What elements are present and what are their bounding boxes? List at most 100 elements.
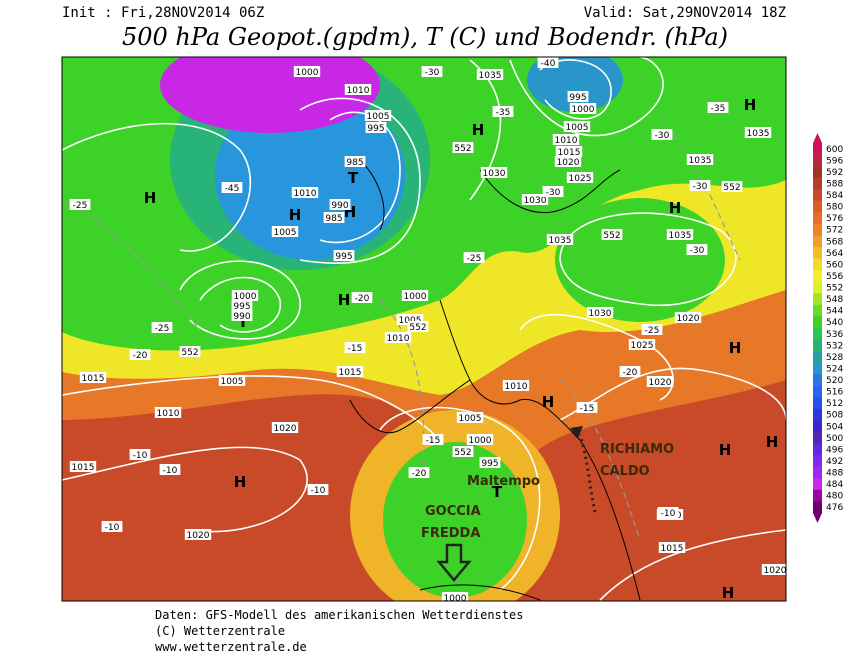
contour-label: -10 xyxy=(133,451,148,461)
contour-label: 1020 xyxy=(649,378,672,388)
colorbar-cell xyxy=(813,166,822,178)
label-box xyxy=(271,226,299,237)
label-box xyxy=(689,180,711,191)
label-box xyxy=(129,449,151,460)
contour-label: -15 xyxy=(426,436,441,446)
label-box xyxy=(79,372,107,383)
contour-label: 1020 xyxy=(274,424,297,434)
colorbar-label: 588 xyxy=(826,179,843,189)
colorbar-cell xyxy=(813,212,822,225)
colorbar-label: 484 xyxy=(826,480,843,490)
colorbar-label: 504 xyxy=(826,422,843,432)
colorbar-cell xyxy=(813,223,822,236)
colorbar-cell xyxy=(813,143,822,155)
colorbar-label: 600 xyxy=(826,145,843,155)
label-box xyxy=(69,461,97,472)
contour-label: -35 xyxy=(711,104,726,114)
colorbar-label: 584 xyxy=(826,191,843,201)
label-box xyxy=(546,234,574,245)
pressure-center: H xyxy=(766,433,779,451)
label-box xyxy=(456,412,484,423)
label-box xyxy=(674,312,702,323)
contour-label: 552 xyxy=(723,183,740,193)
label-box xyxy=(154,407,182,418)
colorbar-cell xyxy=(813,258,822,271)
contour-label: 1010 xyxy=(555,136,578,146)
contour-label: 1005 xyxy=(459,414,482,424)
contour-label: -45 xyxy=(225,184,240,194)
contour-label: 552 xyxy=(409,323,426,333)
contour-label: 1020 xyxy=(557,158,580,168)
contour-label: -30 xyxy=(693,182,708,192)
colorbar-cell xyxy=(813,408,822,421)
label-box xyxy=(179,346,201,357)
pressure-center: H xyxy=(722,584,735,602)
colorbar-label: 548 xyxy=(826,295,843,305)
label-box xyxy=(646,376,674,387)
colorbar-label: 480 xyxy=(826,492,843,502)
contour-label: 1000 xyxy=(234,292,257,302)
label-box xyxy=(407,321,429,332)
colorbar-label: 508 xyxy=(826,411,843,421)
contour-label: 552 xyxy=(454,448,471,458)
contour-label: -25 xyxy=(73,201,88,211)
label-box xyxy=(686,154,714,165)
pressure-center: T xyxy=(492,483,503,501)
contour-label: 995 xyxy=(233,302,250,312)
label-box xyxy=(744,127,772,138)
label-box xyxy=(476,69,504,80)
contour-label: 1015 xyxy=(339,368,362,378)
colorbar-cell xyxy=(813,177,822,190)
contour-label: 1000 xyxy=(469,436,492,446)
label-box xyxy=(422,434,444,445)
field-blue-north xyxy=(527,57,623,112)
label-box xyxy=(658,542,686,553)
label-box xyxy=(293,66,321,77)
pressure-center: T xyxy=(348,169,359,187)
contour-label: -15 xyxy=(348,344,363,354)
label-box xyxy=(344,84,372,95)
colorbar-label: 528 xyxy=(826,353,843,363)
colorbar-cell xyxy=(813,432,822,444)
footer-line: Daten: GFS-Modell des amerikanischen Wet… xyxy=(155,608,523,622)
contour-label: 995 xyxy=(335,252,352,262)
colorbar-cell xyxy=(813,281,822,294)
contour-label: -10 xyxy=(105,523,120,533)
colorbar-label: 488 xyxy=(826,469,843,479)
colorbar-label: 552 xyxy=(826,284,843,294)
contour-label: 1010 xyxy=(505,382,528,392)
label-box xyxy=(129,349,151,360)
label-box xyxy=(101,521,123,532)
label-box xyxy=(466,434,494,445)
contour-label: 995 xyxy=(367,124,384,134)
label-box xyxy=(566,172,594,183)
label-box xyxy=(351,292,373,303)
contour-label: 1020 xyxy=(764,566,787,576)
colorbar-cell xyxy=(813,466,822,479)
colorbar-label: 564 xyxy=(826,249,843,259)
colorbar-label: 572 xyxy=(826,226,843,236)
colorbar-label: 476 xyxy=(826,503,843,513)
colorbar-label: 580 xyxy=(826,203,843,213)
pressure-center: H xyxy=(338,291,351,309)
contour-label: 1000 xyxy=(444,594,467,604)
label-box xyxy=(492,106,514,117)
contour-label: 552 xyxy=(181,348,198,358)
colorbar-label: 492 xyxy=(826,457,843,467)
contour-label: 985 xyxy=(346,158,363,168)
contour-label: 552 xyxy=(454,144,471,154)
pressure-center: H xyxy=(289,206,302,224)
pressure-center: H xyxy=(729,339,742,357)
label-box xyxy=(329,199,351,210)
colorbar-cell xyxy=(813,420,822,433)
annotation: CALDO xyxy=(600,464,650,479)
colorbar-cell xyxy=(813,443,822,456)
contour-label: 990 xyxy=(331,201,348,211)
contour-label: 1035 xyxy=(669,231,692,241)
footer-line: www.wetterzentrale.de xyxy=(155,640,307,654)
contour-label: 1015 xyxy=(661,544,684,554)
valid-time: Valid: Sat,29NOV2014 18Z xyxy=(584,5,786,21)
colorbar-label: 568 xyxy=(826,237,843,247)
label-box xyxy=(231,310,253,321)
